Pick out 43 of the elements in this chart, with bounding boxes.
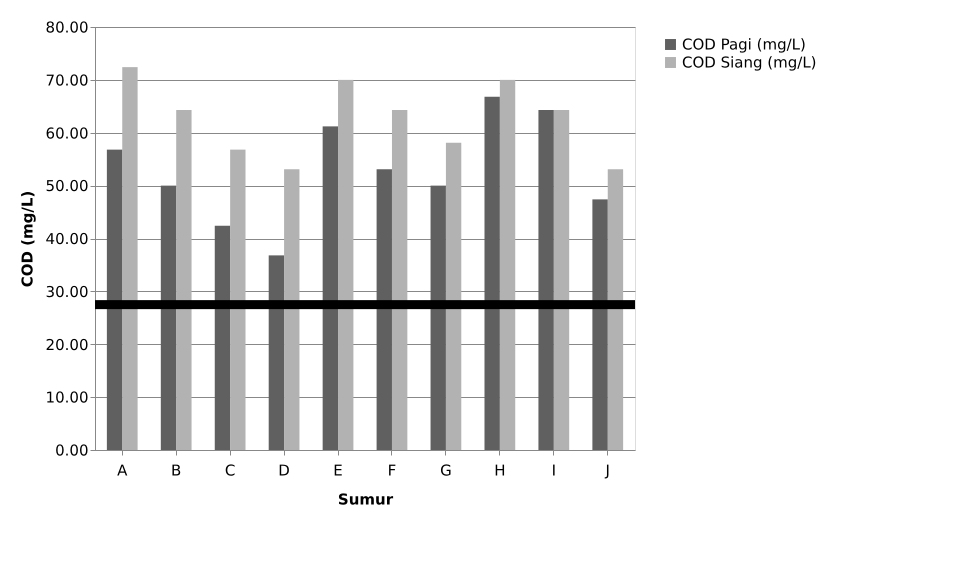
bar: [176, 110, 192, 450]
bar: [230, 150, 246, 450]
bar: [538, 110, 554, 450]
bar: [106, 150, 122, 450]
legend-label: COD Pagi (mg/L): [682, 36, 806, 54]
bar: [608, 169, 624, 450]
bar: [484, 96, 500, 450]
legend-label: COD Siang (mg/L): [682, 54, 817, 72]
y-tick-label: 0.00: [55, 442, 88, 460]
y-tick-label: 40.00: [46, 230, 88, 248]
bar: [214, 226, 230, 450]
x-tick-label: D: [278, 462, 290, 480]
x-tick-label: H: [494, 462, 506, 480]
y-tick-label: 80.00: [46, 18, 88, 36]
y-tick-label: 60.00: [46, 124, 88, 142]
bar: [268, 255, 284, 450]
y-axis-title: COD (mg/L): [18, 190, 37, 288]
bar: [592, 199, 608, 450]
x-tick-label: I: [552, 462, 556, 480]
bar: [430, 186, 446, 450]
y-tick-label: 20.00: [46, 336, 88, 354]
x-tick-label: G: [440, 462, 452, 480]
bar: [338, 80, 354, 450]
bar: [446, 142, 462, 450]
bar: [500, 80, 516, 450]
bar: [322, 126, 338, 450]
x-axis-title: Sumur: [338, 490, 394, 508]
bar: [122, 67, 138, 450]
bar: [284, 169, 300, 450]
y-tick-label: 50.00: [46, 177, 88, 196]
x-tick-label: B: [171, 462, 182, 480]
bar: [160, 186, 176, 450]
y-tick-label: 10.00: [46, 388, 88, 407]
y-tick-label: 30.00: [46, 282, 88, 301]
x-tick-label: A: [117, 462, 128, 480]
x-tick-label: C: [224, 462, 236, 480]
x-tick-label: J: [604, 462, 610, 480]
bar: [376, 169, 392, 450]
y-tick-label: 70.00: [46, 71, 88, 90]
x-tick-label: F: [388, 462, 396, 480]
bar: [554, 110, 570, 450]
x-tick-label: E: [333, 462, 343, 480]
bar: [392, 110, 408, 450]
